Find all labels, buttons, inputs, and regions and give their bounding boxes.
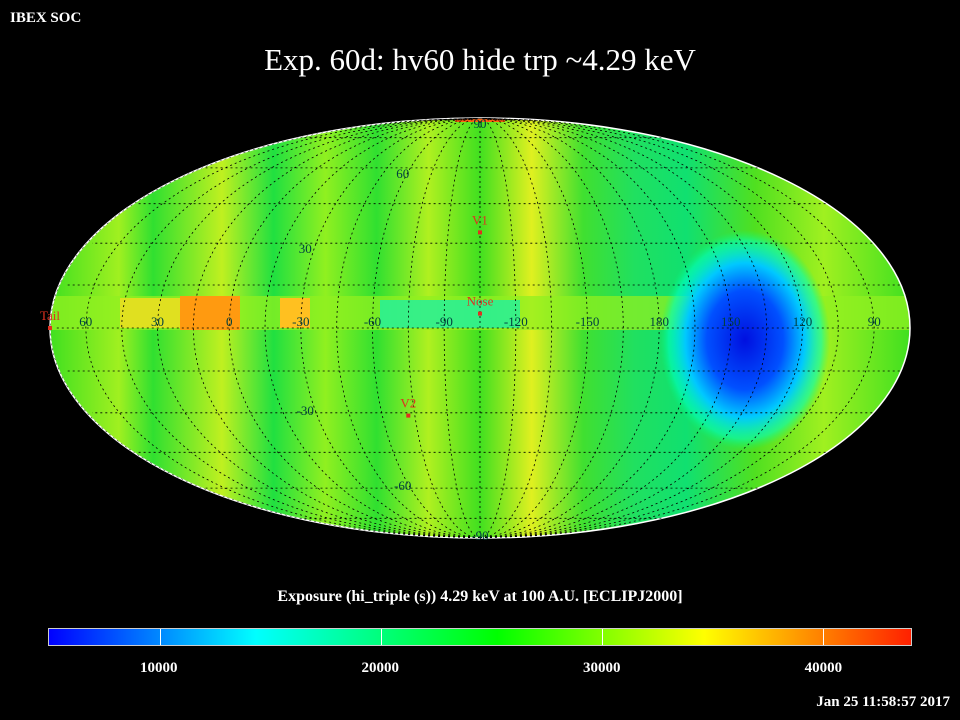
colorbar-tick-label: 10000 (140, 660, 178, 676)
meridian-label: 60 (79, 314, 92, 329)
marker-label: V2 (400, 396, 416, 411)
meridian-line (479, 118, 875, 538)
marker-label: Nose (467, 294, 494, 309)
colorbar-tick (822, 629, 824, 645)
meridian-label: 90 (868, 314, 881, 329)
meridian-label: 150 (721, 314, 741, 329)
meridian-label: -150 (576, 314, 600, 329)
meridian-line (479, 118, 624, 538)
meridian-label: -30 (292, 314, 309, 329)
meridian-label: 0 (226, 314, 233, 329)
timestamp: Jan 25 11:58:57 2017 (816, 694, 950, 710)
parallel-label: 30 (299, 241, 312, 256)
colorbar-caption: Exposure (hi_triple (s)) 4.29 keV at 100… (277, 588, 683, 605)
marker-point (48, 326, 52, 330)
marker-point (406, 413, 411, 418)
meridian-line (479, 118, 803, 538)
colorbar (48, 628, 912, 646)
meridian-line (85, 118, 481, 538)
meridian-label: 120 (793, 314, 813, 329)
meridian-label: -120 (504, 314, 528, 329)
org-label: IBEX SOC (10, 10, 82, 26)
colorbar-tick-label: 40000 (804, 660, 843, 676)
colorbar-tick (380, 629, 382, 645)
colorbar-tick-label: 30000 (583, 660, 621, 676)
meridian-label: -60 (364, 314, 381, 329)
meridian-line (479, 118, 696, 538)
map-title: Exp. 60d: hv60 hide trp ~4.29 keV (264, 42, 696, 77)
marker-point (478, 230, 482, 235)
marker-point (478, 311, 482, 316)
parallel-label: 60 (396, 166, 409, 181)
parallel-label: -60 (394, 478, 411, 493)
meridian-label: 180 (649, 314, 669, 329)
colorbar-tick-label: 20000 (361, 660, 400, 676)
meridian-line (300, 118, 481, 538)
meridian-label: -90 (436, 314, 453, 329)
meridian-line (192, 118, 481, 538)
parallel-label: 90 (474, 116, 487, 131)
colorbar-tick (159, 629, 161, 645)
parallel-label: -30 (297, 403, 314, 418)
parallel-label: -90 (471, 528, 488, 543)
meridian-label: 30 (151, 314, 164, 329)
meridian-line (407, 118, 481, 538)
marker-label: V1 (472, 212, 488, 227)
meridian-line (479, 118, 660, 538)
colorbar-tick (601, 629, 603, 645)
marker-label: Tail (40, 308, 60, 323)
